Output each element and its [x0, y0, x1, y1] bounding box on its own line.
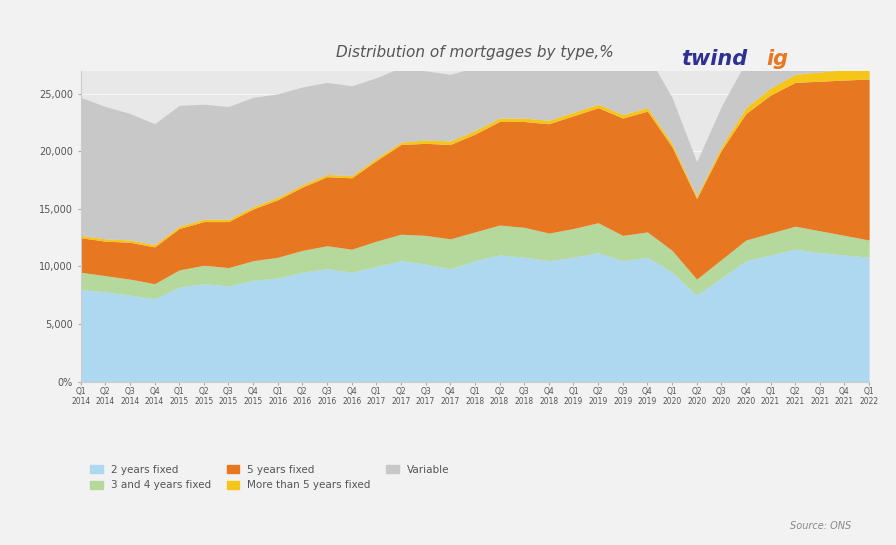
Legend: 2 years fixed, 3 and 4 years fixed, 5 years fixed, More than 5 years fixed, Vari: 2 years fixed, 3 and 4 years fixed, 5 ye…	[86, 461, 454, 494]
Text: Source: ONS: Source: ONS	[790, 520, 851, 531]
Title: Distribution of mortgages by type,%: Distribution of mortgages by type,%	[336, 45, 614, 60]
Text: twind: twind	[681, 50, 747, 69]
Text: ig: ig	[766, 50, 788, 69]
